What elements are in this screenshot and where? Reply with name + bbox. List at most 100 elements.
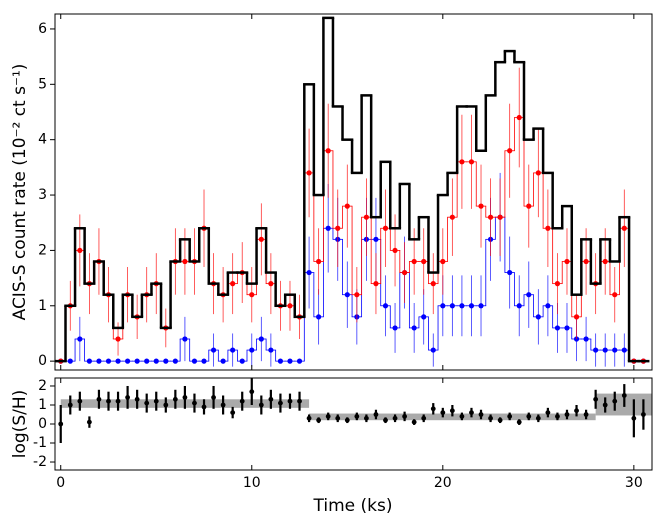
y-tick-label: 0 <box>38 416 47 432</box>
point <box>545 303 551 309</box>
point <box>354 413 360 419</box>
point <box>430 347 436 353</box>
point <box>220 358 226 364</box>
y-tick-label: -2 <box>33 454 47 470</box>
point <box>316 314 322 320</box>
point <box>392 415 398 421</box>
y-tick-label: 2 <box>38 378 47 394</box>
point <box>583 336 589 342</box>
point <box>449 214 455 220</box>
point <box>220 402 226 408</box>
point <box>163 358 169 364</box>
point <box>344 203 350 209</box>
point <box>144 358 150 364</box>
point <box>555 413 560 419</box>
point <box>125 394 130 400</box>
point <box>287 303 293 309</box>
point <box>516 303 522 309</box>
point <box>430 406 436 412</box>
point <box>593 347 599 353</box>
point <box>526 292 532 298</box>
point <box>86 419 92 425</box>
point <box>230 347 236 353</box>
point <box>249 389 255 395</box>
point <box>526 413 532 419</box>
point <box>96 358 102 364</box>
point <box>105 358 112 364</box>
point <box>469 410 474 415</box>
point <box>96 396 102 402</box>
point <box>106 398 111 404</box>
point <box>516 114 522 121</box>
point <box>612 398 618 404</box>
point <box>612 347 618 353</box>
point <box>554 325 561 331</box>
point <box>411 258 417 265</box>
point <box>144 400 150 406</box>
point <box>115 398 121 404</box>
point <box>373 281 379 287</box>
x-tick-label: 30 <box>625 475 643 491</box>
point <box>487 214 494 220</box>
point <box>574 408 579 414</box>
point <box>583 258 589 265</box>
point <box>316 258 322 265</box>
point <box>507 148 513 154</box>
point <box>459 159 465 165</box>
point <box>478 303 484 309</box>
point <box>440 258 446 265</box>
point <box>621 347 627 353</box>
point <box>564 325 570 331</box>
point <box>382 303 389 309</box>
point <box>172 396 178 402</box>
point <box>297 398 302 404</box>
point <box>468 303 475 309</box>
y-tick-label: 1 <box>38 397 47 413</box>
point <box>621 225 627 231</box>
point <box>497 214 503 220</box>
point <box>249 347 255 353</box>
point <box>363 415 369 421</box>
point <box>602 347 608 353</box>
point <box>612 292 618 298</box>
point <box>134 396 140 402</box>
point <box>373 236 379 242</box>
point <box>564 412 570 417</box>
point <box>516 419 522 425</box>
point <box>335 415 341 421</box>
y-axis-label: ACIS-S count rate (10⁻² ct s⁻¹) <box>10 64 30 321</box>
point <box>58 421 64 427</box>
point <box>124 358 131 364</box>
point <box>631 415 637 421</box>
point <box>211 394 216 400</box>
point <box>402 413 408 419</box>
point <box>153 358 159 364</box>
x-tick-label: 20 <box>434 475 452 491</box>
y-tick-label: -1 <box>33 435 47 451</box>
point <box>440 410 446 415</box>
x-tick-label: 10 <box>243 475 261 491</box>
point <box>373 412 379 417</box>
point <box>191 358 198 364</box>
point <box>325 225 331 231</box>
point <box>249 292 255 298</box>
point <box>77 247 83 254</box>
point <box>134 358 140 364</box>
y-tick-label: 4 <box>38 132 47 148</box>
point <box>182 336 188 342</box>
point <box>77 398 83 404</box>
point <box>325 413 331 419</box>
point <box>67 358 73 364</box>
point <box>316 417 322 423</box>
point <box>430 281 436 287</box>
point <box>440 303 446 309</box>
y-tick-label: 1 <box>38 298 47 314</box>
point <box>115 358 121 364</box>
point <box>392 247 398 254</box>
point <box>641 412 646 417</box>
point <box>478 412 484 417</box>
point <box>497 417 503 423</box>
point <box>354 292 360 298</box>
point <box>201 358 207 364</box>
